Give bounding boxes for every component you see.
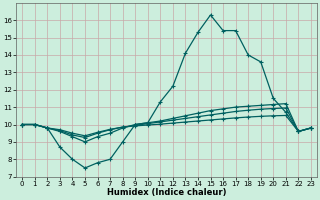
X-axis label: Humidex (Indice chaleur): Humidex (Indice chaleur) bbox=[107, 188, 226, 197]
